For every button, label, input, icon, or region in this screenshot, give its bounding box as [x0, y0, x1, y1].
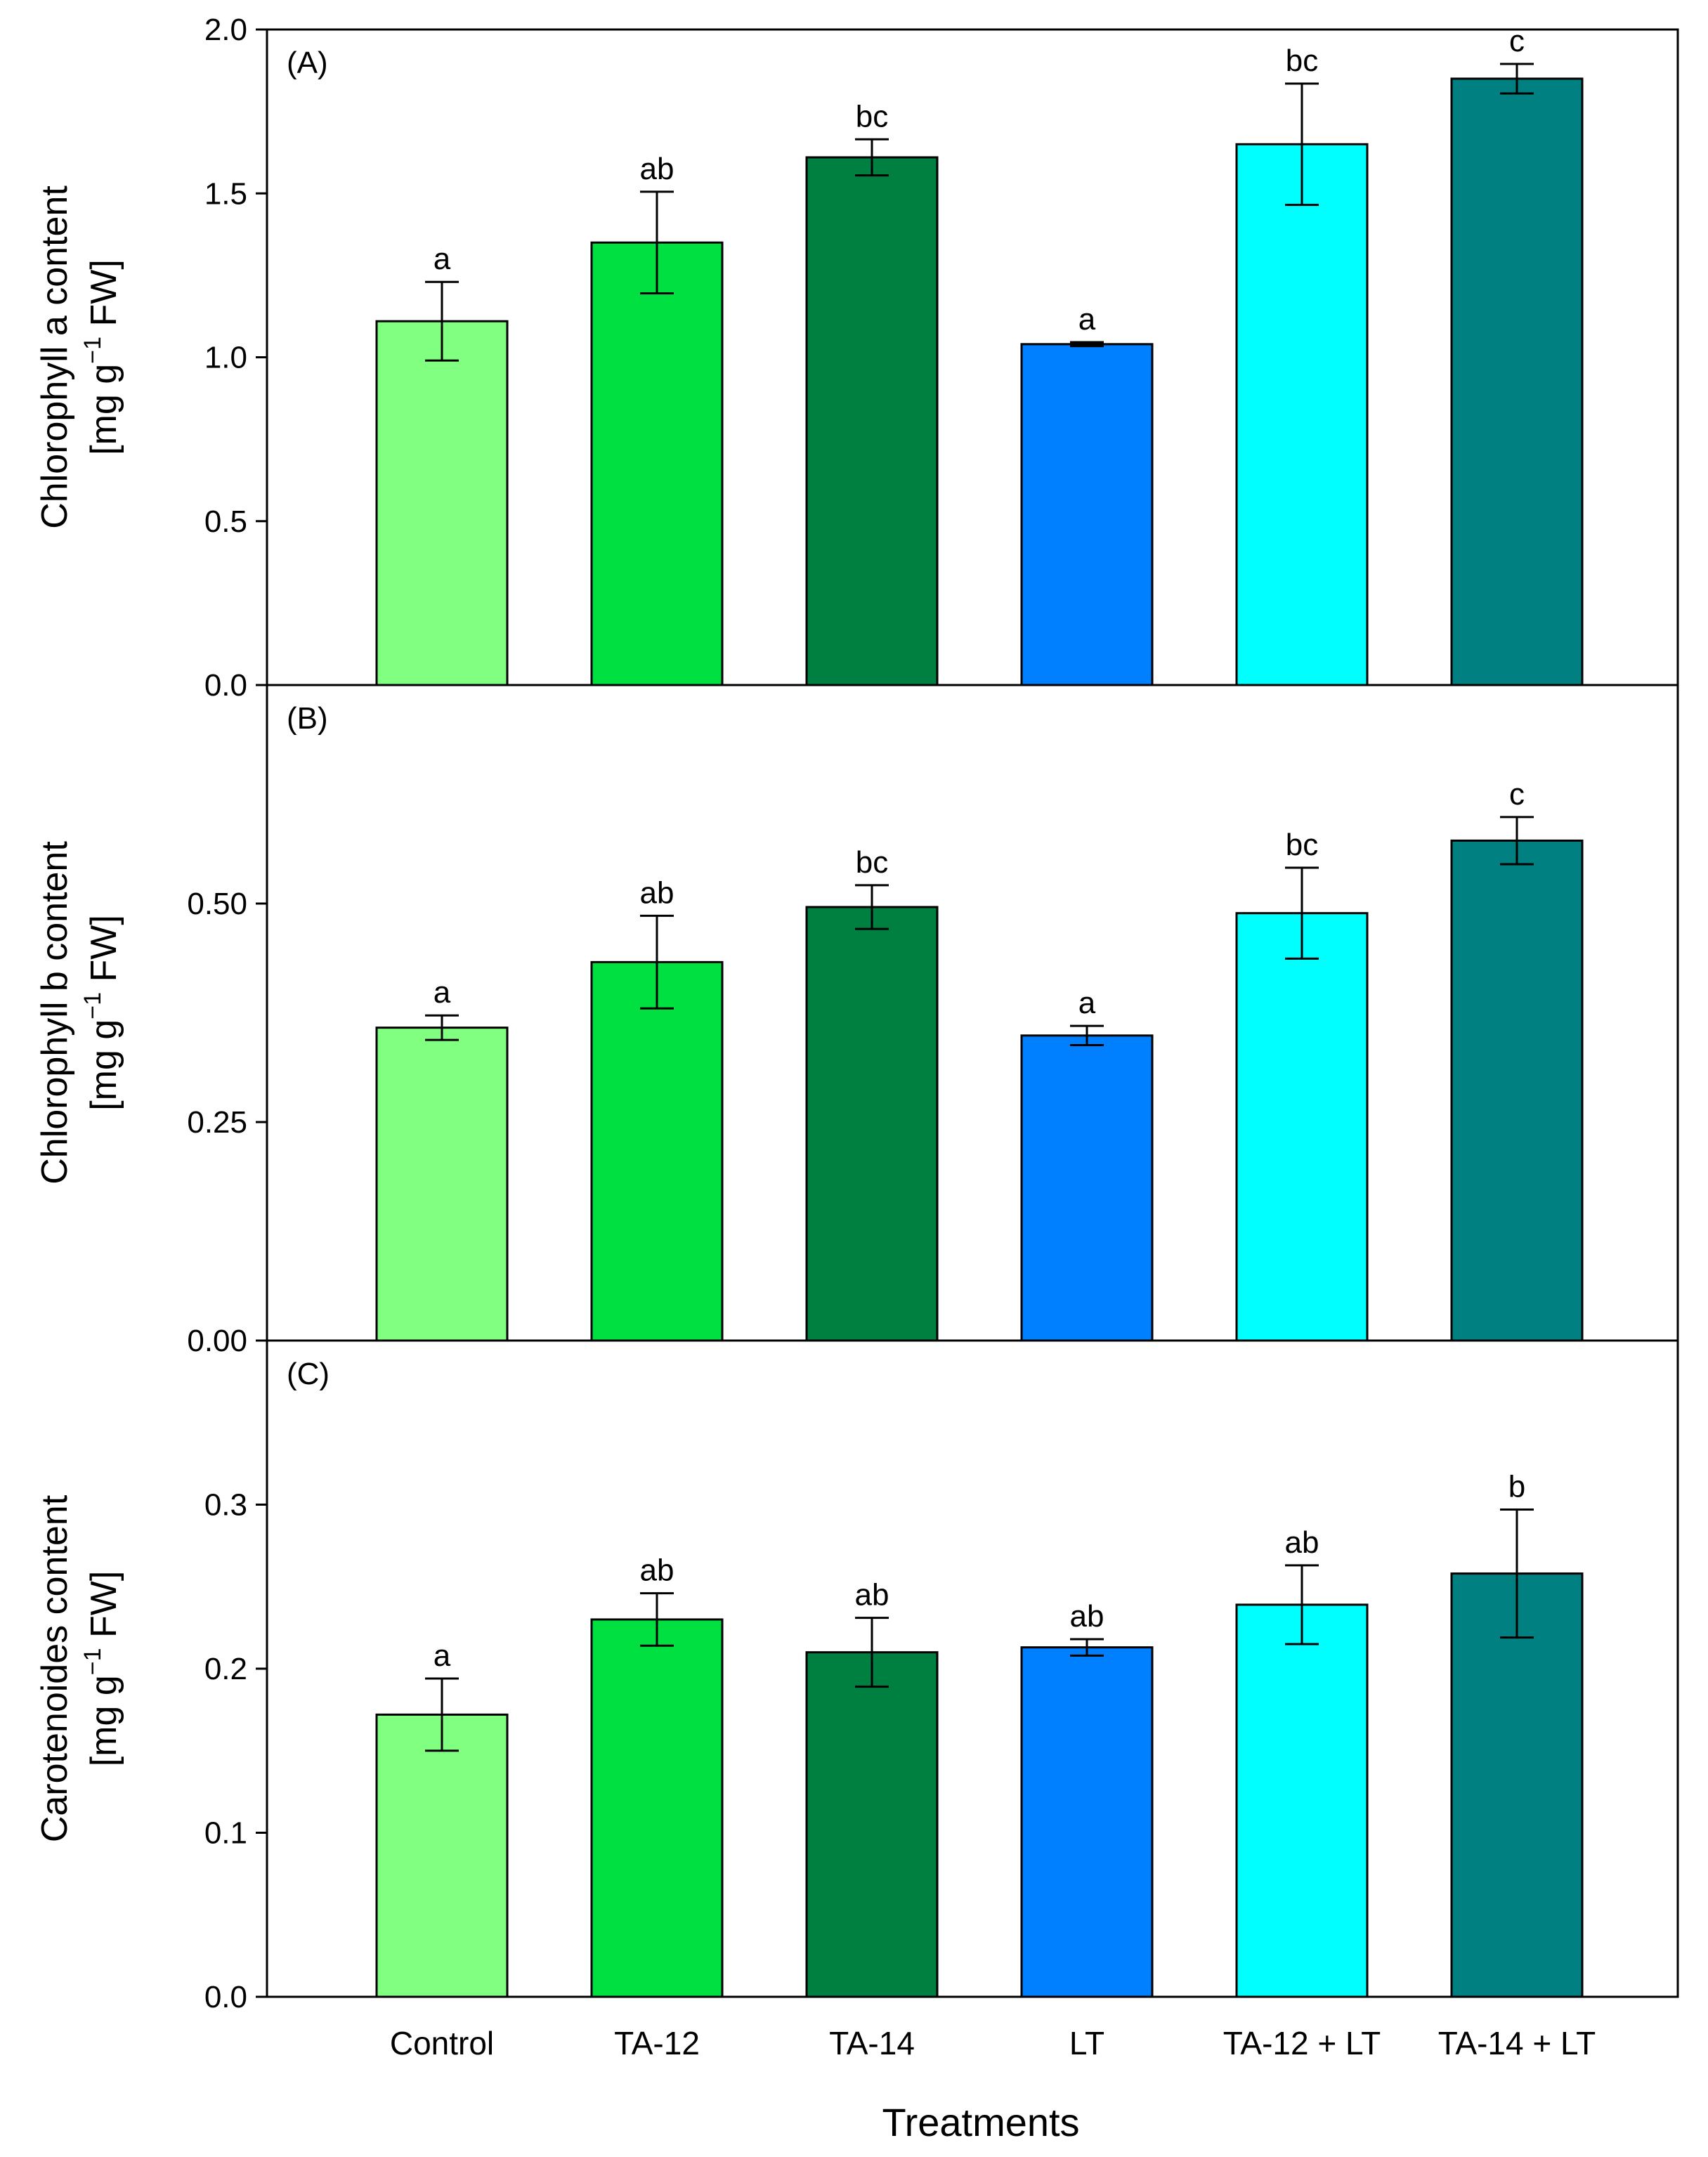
significance-letter: ab — [1285, 1525, 1319, 1560]
panel-tag: (B) — [287, 701, 328, 736]
y-tick-label: 1.0 — [204, 341, 247, 375]
bar-ta-12 — [590, 960, 724, 1342]
y-axis-label-line2: [mg g−1 FW] — [79, 915, 124, 1111]
panel-a: 0.0 0.5 1.0 1.5 2.0 (A) a ab bc a bc c Chlorophyll a… — [34, 13, 1679, 703]
x-axis-label: Treatments — [882, 2100, 1079, 2144]
bar-ta-12-lt — [1235, 1603, 1369, 1998]
significance-letter: a — [433, 1638, 451, 1673]
x-tick-label: TA-12 + LT — [1223, 2025, 1381, 2061]
significance-letter: bc — [856, 845, 888, 880]
bar-control — [375, 320, 509, 686]
y-axis-unit-exponent: −1 — [79, 992, 106, 1019]
significance-letter: b — [1508, 1470, 1525, 1504]
bar-control — [375, 1027, 509, 1342]
y-axis-unit-tail: FW] — [84, 259, 124, 337]
bar-ta-14-lt — [1450, 77, 1584, 686]
panel-tag: (A) — [287, 46, 328, 80]
y-tick-label: 0.0 — [204, 1980, 247, 2014]
y-tick-label: 2.0 — [204, 13, 247, 47]
bar-lt — [1020, 343, 1154, 686]
y-axis-unit-exponent: −1 — [79, 1648, 106, 1675]
bar-ta-12 — [590, 1618, 724, 1998]
y-tick-label: 0.1 — [204, 1816, 247, 1851]
significance-letter: bc — [856, 99, 888, 133]
y-axis-label-line1: Chlorophyll a content — [34, 185, 75, 529]
y-axis-label-line2: [mg g−1 FW] — [79, 259, 124, 455]
y-axis-unit: [mg g — [84, 1019, 124, 1111]
y-tick-label: 0.2 — [204, 1652, 247, 1686]
x-tick-label: Control — [390, 2025, 494, 2061]
y-axis-label-line1: Chlorophyll b content — [34, 841, 75, 1185]
significance-letter: ab — [640, 152, 674, 186]
significance-letter: a — [1078, 986, 1096, 1020]
y-tick-label: 1.5 — [204, 176, 247, 211]
y-axis-unit-tail: FW] — [84, 915, 124, 992]
bar-ta-14 — [805, 156, 939, 686]
significance-letter: ab — [1070, 1599, 1104, 1634]
y-tick-label: 0.00 — [187, 1324, 247, 1358]
bar-ta-12 — [590, 241, 724, 686]
significance-letter: a — [433, 242, 451, 276]
bar-control — [375, 1713, 509, 1998]
significance-letter: c — [1509, 24, 1525, 58]
y-axis-label: Carotenoides content [mg g−1 FW] — [34, 1494, 124, 1842]
bar-ta-14-lt — [1450, 839, 1584, 1342]
bar-ta-14-lt — [1450, 1572, 1584, 1998]
significance-letter: a — [433, 975, 451, 1010]
y-axis-label: Chlorophyll b content [mg g−1 FW] — [34, 841, 124, 1185]
x-tick-label: LT — [1069, 2025, 1104, 2061]
bar-lt — [1020, 1034, 1154, 1342]
y-axis-label-line1: Carotenoides content — [34, 1494, 75, 1842]
y-axis-unit-tail: FW] — [84, 1571, 124, 1648]
y-axis-unit-exponent: −1 — [79, 337, 106, 364]
bar-ta-14 — [805, 1651, 939, 1998]
bar-ta-12-lt — [1235, 912, 1369, 1342]
x-tick-label: TA-14 — [829, 2025, 915, 2061]
panel-b: 0.00 0.25 0.50 (B) a ab bc a bc c Chlorophyll b co… — [34, 684, 1679, 1358]
y-tick-label: 0.50 — [187, 887, 247, 921]
bar-ta-14 — [805, 906, 939, 1342]
bar-lt — [1020, 1646, 1154, 1998]
y-tick-label: 0.5 — [204, 504, 247, 539]
significance-letter: bc — [1286, 828, 1318, 862]
y-axis-label: Chlorophyll a content [mg g−1 FW] — [34, 185, 124, 529]
significance-letter: ab — [640, 875, 674, 910]
bar-ta-12-lt — [1235, 143, 1369, 686]
y-axis-label-line2: [mg g−1 FW] — [79, 1571, 124, 1767]
y-tick-label: 0.25 — [187, 1105, 247, 1140]
y-tick-label: 0.0 — [204, 668, 247, 703]
y-axis-unit: [mg g — [84, 364, 124, 455]
y-axis-unit: [mg g — [84, 1675, 124, 1766]
x-axis: Control TA-12 TA-14 LT TA-12 + LT TA-14 + LT — [390, 2025, 1596, 2061]
significance-letter: a — [1078, 302, 1096, 337]
significance-letter: bc — [1286, 44, 1318, 78]
x-tick-label: TA-14 + LT — [1438, 2025, 1596, 2061]
panel-c: 0.0 0.1 0.2 0.3 (C) a ab ab ab ab b Carotenoides co… — [34, 1339, 1679, 2014]
significance-letter: c — [1509, 777, 1525, 812]
significance-letter: ab — [855, 1578, 889, 1612]
significance-letter: ab — [640, 1553, 674, 1588]
panel-tag: (C) — [287, 1357, 330, 1391]
x-tick-label: TA-12 — [614, 2025, 700, 2061]
y-tick-label: 0.3 — [204, 1488, 247, 1523]
